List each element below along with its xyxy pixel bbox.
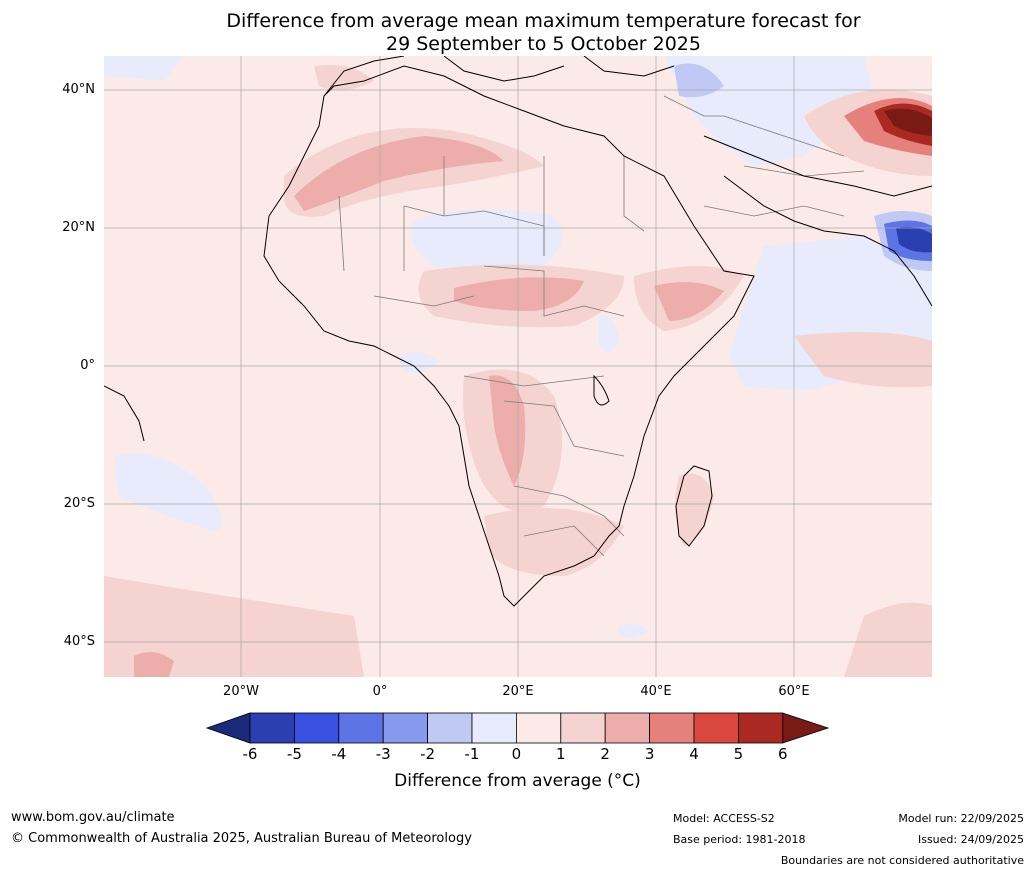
footer-url[interactable]: www.bom.gov.au/climate: [11, 810, 175, 825]
anomaly-region-madagascar-warm: [675, 473, 714, 546]
graticule: [104, 56, 932, 677]
colorbar-tick-label: -2: [420, 745, 436, 763]
footer-disclaimer: Boundaries are not considered authoritat…: [780, 854, 1024, 867]
lat-label-0: 0°: [80, 358, 95, 373]
colorbar-cell: [604, 712, 651, 744]
anomaly-region-ne-atlantic-cool: [104, 56, 184, 81]
lat-label-40n: 40°N: [62, 82, 95, 97]
colorbar-tick-label: 2: [600, 745, 610, 763]
anomaly-region-north-africa-warm: [314, 65, 374, 90]
colorbar-arrow-low: [206, 712, 251, 744]
colorbar-cell: [738, 712, 784, 744]
anomaly-region-arabian-sea-coldest: [896, 226, 932, 253]
colorbar-cell: [693, 712, 739, 744]
lon-label-20w: 20°W: [223, 684, 259, 699]
lat-label-40s: 40°S: [63, 634, 95, 649]
anomaly-region-west-africa-cool: [399, 352, 439, 373]
colorbar-cell: [294, 712, 340, 744]
footer-issued: Issued: 24/09/2025: [917, 833, 1024, 846]
colorbar-tick-label: 0: [511, 745, 522, 763]
footer-copyright: © Commonwealth of Australia 2025, Austra…: [11, 831, 472, 846]
lon-label-0: 0°: [372, 684, 388, 699]
anomaly-region-horn-warmer: [654, 282, 724, 321]
anomaly-region-south-atlantic-warmer: [134, 652, 174, 677]
map-svg: [104, 56, 932, 677]
colorbar-label: Difference from average (°C): [394, 771, 641, 791]
colorbar-cell: [382, 712, 428, 744]
coastlines: [104, 56, 932, 607]
anomaly-region-sahara-warmer: [294, 136, 504, 211]
colorbar-tick-label: 5: [733, 745, 744, 763]
colorbar-tick-label: -5: [286, 745, 302, 763]
footer-model: Model: ACCESS-S2: [673, 812, 775, 825]
anomaly-region-sahel-warmer: [454, 277, 584, 311]
colorbar-tick-label: -1: [464, 745, 480, 763]
lon-label-20e: 20°E: [502, 684, 534, 699]
colorbar-tick-label: 1: [556, 745, 566, 763]
title-line-1: Difference from average mean maximum tem…: [226, 10, 861, 32]
anomaly-region-southern-africa-warm: [484, 508, 624, 576]
anomaly-region-south-atlantic-warm: [104, 576, 364, 677]
anomaly-region-southern-cool: [619, 624, 649, 638]
colorbar-tick-label: -4: [331, 745, 347, 763]
anomaly-region-south-indian-warm: [844, 602, 932, 677]
map-title: Difference from average mean maximum tem…: [0, 10, 1035, 56]
lat-label-20n: 20°N: [62, 220, 95, 235]
anomaly-region-lake-cool: [599, 315, 619, 353]
anomaly-region-southern-ocean-warm: [794, 332, 932, 388]
colorbar-cell: [515, 712, 562, 744]
colorbar-arrow-high: [782, 712, 830, 744]
title-line-2: 29 September to 5 October 2025: [386, 33, 701, 55]
anomaly-region-atlantic-cool: [114, 454, 222, 531]
lat-label-20s: 20°S: [63, 496, 95, 511]
colorbar-cell: [249, 712, 295, 744]
footer-base-period: Base period: 1981-2018: [673, 833, 806, 846]
colorbar-cell: [338, 712, 384, 744]
colorbar-cell: [427, 712, 473, 744]
anomaly-region-congo-warmer: [489, 375, 526, 486]
forecast-map: [104, 56, 932, 677]
country-borders: [338, 95, 865, 557]
colorbar-tick-label: 6: [778, 745, 788, 763]
lon-label-60e: 60°E: [778, 684, 810, 699]
anomaly-region-iran-hottest: [884, 108, 932, 136]
anomaly-region-caspian-cool: [674, 63, 724, 98]
colorbar: [206, 712, 830, 744]
lon-label-40e: 40°E: [640, 684, 672, 699]
colorbar-tick-label: 3: [644, 745, 655, 763]
colorbar-tick-label: 4: [689, 745, 699, 763]
colorbar-cell: [649, 712, 695, 744]
colorbar-cell: [471, 712, 517, 744]
colorbar-tick-label: -6: [242, 745, 258, 763]
anomaly-region-sahel-cool: [411, 209, 562, 274]
colorbar-tick-label: -3: [375, 745, 391, 763]
footer-model-run: Model run: 22/09/2025: [898, 812, 1024, 825]
colorbar-cell: [560, 712, 606, 744]
